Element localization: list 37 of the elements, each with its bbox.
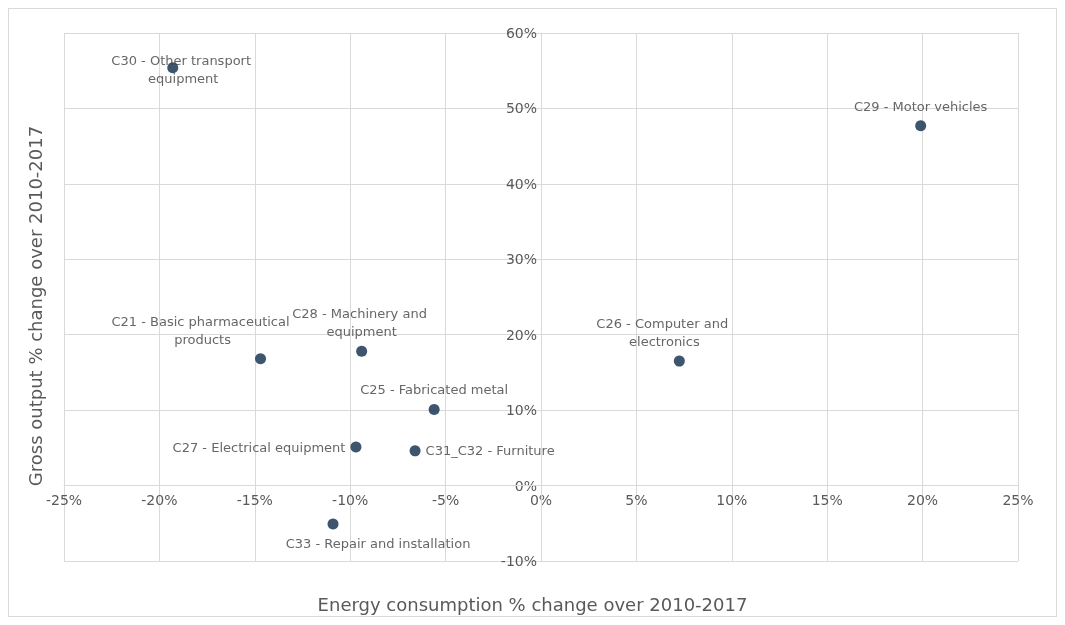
point xyxy=(409,445,421,457)
x-tick-label: 20% xyxy=(907,491,939,508)
x-tick-label: -5% xyxy=(431,491,460,508)
point xyxy=(350,441,362,453)
annotation: C33 - Repair and installation xyxy=(285,536,471,552)
y-tick-label: 20% xyxy=(505,326,537,343)
y-tick-label: -10% xyxy=(500,553,537,569)
point xyxy=(327,518,339,530)
y-tick-label: 60% xyxy=(505,25,537,41)
x-tick-label: 10% xyxy=(716,491,748,508)
annotation: C28 - Machinery and equipment xyxy=(292,306,432,340)
annotation: C27 - Electrical equipment xyxy=(172,439,346,455)
point xyxy=(673,355,685,367)
x-tick-label: 5% xyxy=(625,491,648,508)
x-tick-label: -20% xyxy=(141,491,178,508)
point xyxy=(915,120,927,132)
x-tick-label: -10% xyxy=(332,491,369,508)
x-tick-label: 0% xyxy=(529,491,553,508)
y-axis-title: Gross output % change over 2010-2017 xyxy=(24,125,46,487)
x-axis-title: Energy consumption % change over 2010-2017 xyxy=(317,593,748,615)
y-tick-label: 10% xyxy=(505,402,537,419)
annotation: C31_C32 - Furniture xyxy=(425,443,555,459)
annotation: C21 - Basic pharmaceutical products xyxy=(111,313,290,347)
point xyxy=(255,353,267,365)
x-tick-label: -25% xyxy=(45,491,83,508)
annotation: C29 - Motor vehicles xyxy=(854,98,988,114)
y-tick-label: 30% xyxy=(505,251,537,268)
x-tick-label: 15% xyxy=(811,491,843,508)
x-tick-label: 25% xyxy=(1002,491,1034,508)
x-tick-label: -15% xyxy=(236,491,273,508)
annotation: C30 - Other transport equipment xyxy=(111,53,256,87)
point xyxy=(356,345,368,357)
annotation: C26 - Computer and electronics xyxy=(596,316,733,350)
point xyxy=(428,403,440,415)
y-tick-label: 50% xyxy=(505,100,537,117)
annotation: C25 - Fabricated metal xyxy=(360,382,509,398)
y-tick-label: 40% xyxy=(505,175,537,192)
